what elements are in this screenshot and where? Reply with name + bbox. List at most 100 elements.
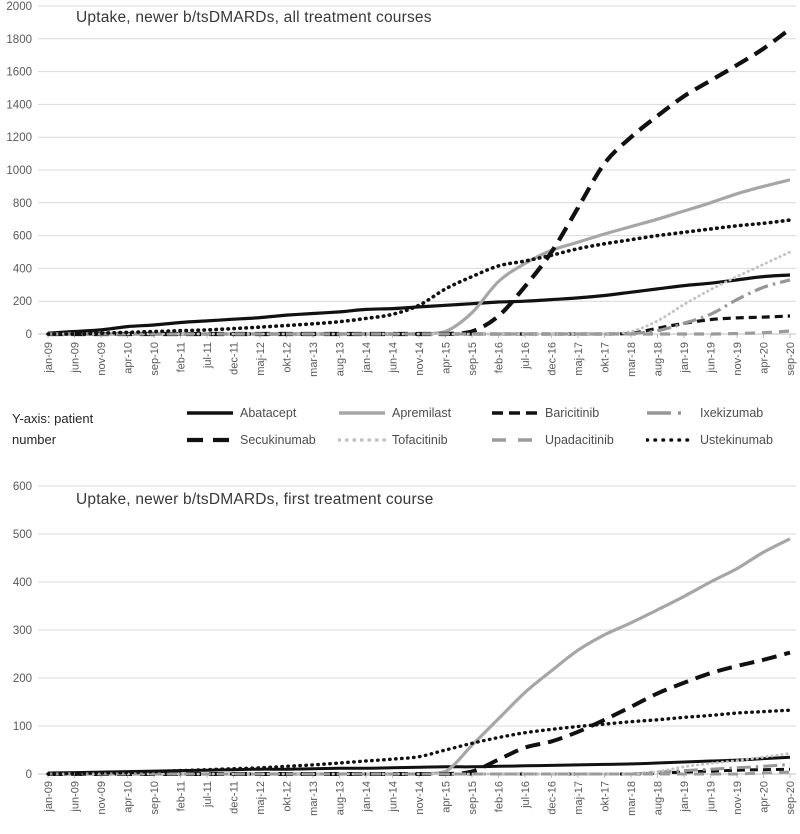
x-tick-label: mar-18 (626, 781, 638, 816)
x-tick-label: maj-17 (573, 781, 585, 815)
x-tick-label: feb-11 (176, 781, 188, 811)
series-line-upadacitinib (48, 329, 791, 336)
x-tick-label: apr-15 (441, 781, 453, 813)
x-tick-label: feb-16 (494, 342, 506, 373)
legend-item-tofacitinib: Tofacitinib (338, 431, 491, 449)
x-tick-label: maj-12 (255, 342, 267, 376)
y-tick-label: 2000 (6, 1, 32, 13)
x-tick-label: nov-19 (732, 342, 744, 376)
legend-label-ixekizumab: Ixekizumab (700, 406, 764, 420)
x-tick-label: nov-19 (732, 781, 744, 815)
x-tick-label: sep-15 (467, 781, 479, 815)
y-tick-label: 1200 (6, 132, 32, 144)
legend-label-upadacitinib: Upadacitinib (545, 433, 614, 447)
chart2-title: Uptake, newer b/tsDMARDs, first treatmen… (76, 491, 434, 508)
x-tick-label: jan-19 (679, 342, 691, 374)
chart-all-treatment-courses: 0 200 400 600 800 1000 1200 1400 1600 1800 2000 jan… (6, 1, 797, 377)
x-tick-label: nov-14 (414, 781, 426, 815)
legend-marker-apremilast (339, 411, 385, 415)
x-tick-label: apr-15 (441, 342, 453, 374)
y-axis-note-line1: Y-axis: patient (12, 411, 94, 426)
y-axis-note-line2: number (12, 431, 57, 447)
legend-item-ixekizumab: Ixekizumab (646, 404, 796, 422)
x-tick-label: jan-19 (679, 781, 691, 813)
legend-label-tofacitinib: Tofacitinib (392, 433, 448, 447)
y-tick-label: 800 (13, 198, 32, 210)
x-tick-label: jul-11 (202, 781, 214, 808)
legend-marker-ustekinumab (646, 438, 694, 442)
x-tick-label: jun-19 (706, 781, 718, 813)
legend-item-baricitinib: Baricitinib (491, 404, 646, 422)
x-tick-label: okt-17 (600, 342, 612, 373)
y-tick-label: 1400 (6, 99, 32, 111)
x-tick-label: jul-16 (520, 781, 532, 809)
legend: Abatacept Apremilast Baricitinib Ixekizu… (186, 404, 796, 449)
series-line-upadacitinib (48, 770, 791, 776)
y-tick-label: 600 (13, 231, 32, 243)
y-tick-label: 0 (26, 329, 32, 341)
x-tick-label: sep-10 (149, 781, 161, 815)
legend-label-apremilast: Apremilast (392, 406, 452, 420)
x-tick-label: okt-12 (282, 781, 294, 812)
x-tick-label: nov-09 (96, 781, 108, 815)
y-tick-label: 500 (13, 529, 32, 541)
x-tick-label: jun-14 (388, 781, 400, 813)
x-tick-label: jul-11 (202, 342, 214, 369)
legend-item-ustekinumab: Ustekinumab (646, 431, 796, 449)
legend-item-abatacept: Abatacept (186, 404, 338, 422)
y-tick-label: 1800 (6, 34, 32, 46)
x-tick-label: apr-10 (123, 342, 135, 374)
x-tick-label: jun-14 (388, 342, 400, 374)
series-line-ustekinumab (46, 218, 792, 336)
x-tick-label: jan-09 (43, 781, 55, 813)
x-tick-label: apr-10 (123, 781, 135, 813)
y-tick-label: 600 (13, 481, 32, 493)
x-tick-label: okt-12 (282, 342, 294, 373)
y-tick-label: 1600 (6, 67, 32, 79)
x-tick-label: dec-16 (547, 781, 559, 815)
x-tick-label: sep-20 (785, 781, 797, 815)
y-axis-note: Y-axis: patient number (12, 409, 93, 451)
x-tick-label: jan-14 (361, 781, 373, 813)
x-tick-label: sep-20 (785, 342, 797, 376)
y-tick-label: 200 (13, 673, 32, 685)
legend-marker-upadacitinib (492, 438, 538, 442)
chart1-title: Uptake, newer b/tsDMARDs, all treatment … (76, 9, 432, 26)
x-tick-label: jan-14 (361, 342, 373, 374)
x-tick-label: mar-13 (308, 781, 320, 816)
x-tick-label: dec-11 (229, 342, 241, 375)
legend-label-abatacept: Abatacept (240, 406, 297, 420)
x-tick-label: aug-18 (653, 781, 665, 815)
x-tick-label: aug-13 (335, 781, 347, 815)
x-tick-label: jun-19 (706, 342, 718, 374)
x-tick-label: sep-15 (467, 342, 479, 376)
x-tick-label: dec-11 (229, 781, 241, 814)
y-tick-label: 400 (13, 263, 32, 275)
legend-label-secukinumab: Secukinumab (240, 433, 316, 447)
x-tick-label: jun-09 (70, 781, 82, 813)
x-tick-label: okt-17 (600, 781, 612, 812)
y-tick-label: 300 (13, 625, 32, 637)
series-line-apremilast (48, 537, 791, 776)
x-tick-label: maj-12 (255, 781, 267, 815)
x-tick-label: aug-18 (653, 342, 665, 376)
y-tick-label: 100 (13, 721, 32, 733)
y-tick-label: 1000 (6, 165, 32, 177)
series-line-secukinumab (48, 27, 792, 337)
series-line-ustekinumab (46, 708, 792, 776)
legend-item-upadacitinib: Upadacitinib (491, 431, 646, 449)
x-tick-label: mar-13 (308, 342, 320, 377)
legend-marker-secukinumab (187, 437, 233, 443)
x-tick-label: nov-14 (414, 342, 426, 376)
x-tick-label: aug-13 (335, 342, 347, 376)
legend-marker-tofacitinib (338, 438, 386, 442)
x-tick-label: nov-09 (96, 342, 108, 376)
legend-item-apremilast: Apremilast (338, 404, 491, 422)
x-tick-label: mar-18 (626, 342, 638, 377)
x-tick-label: maj-17 (573, 342, 585, 376)
legend-item-secukinumab: Secukinumab (186, 431, 338, 449)
y-tick-label: 0 (26, 769, 32, 781)
x-tick-label: dec-16 (547, 342, 559, 376)
series-line-tofacitinib (46, 250, 792, 336)
legend-marker-abatacept (187, 411, 233, 415)
